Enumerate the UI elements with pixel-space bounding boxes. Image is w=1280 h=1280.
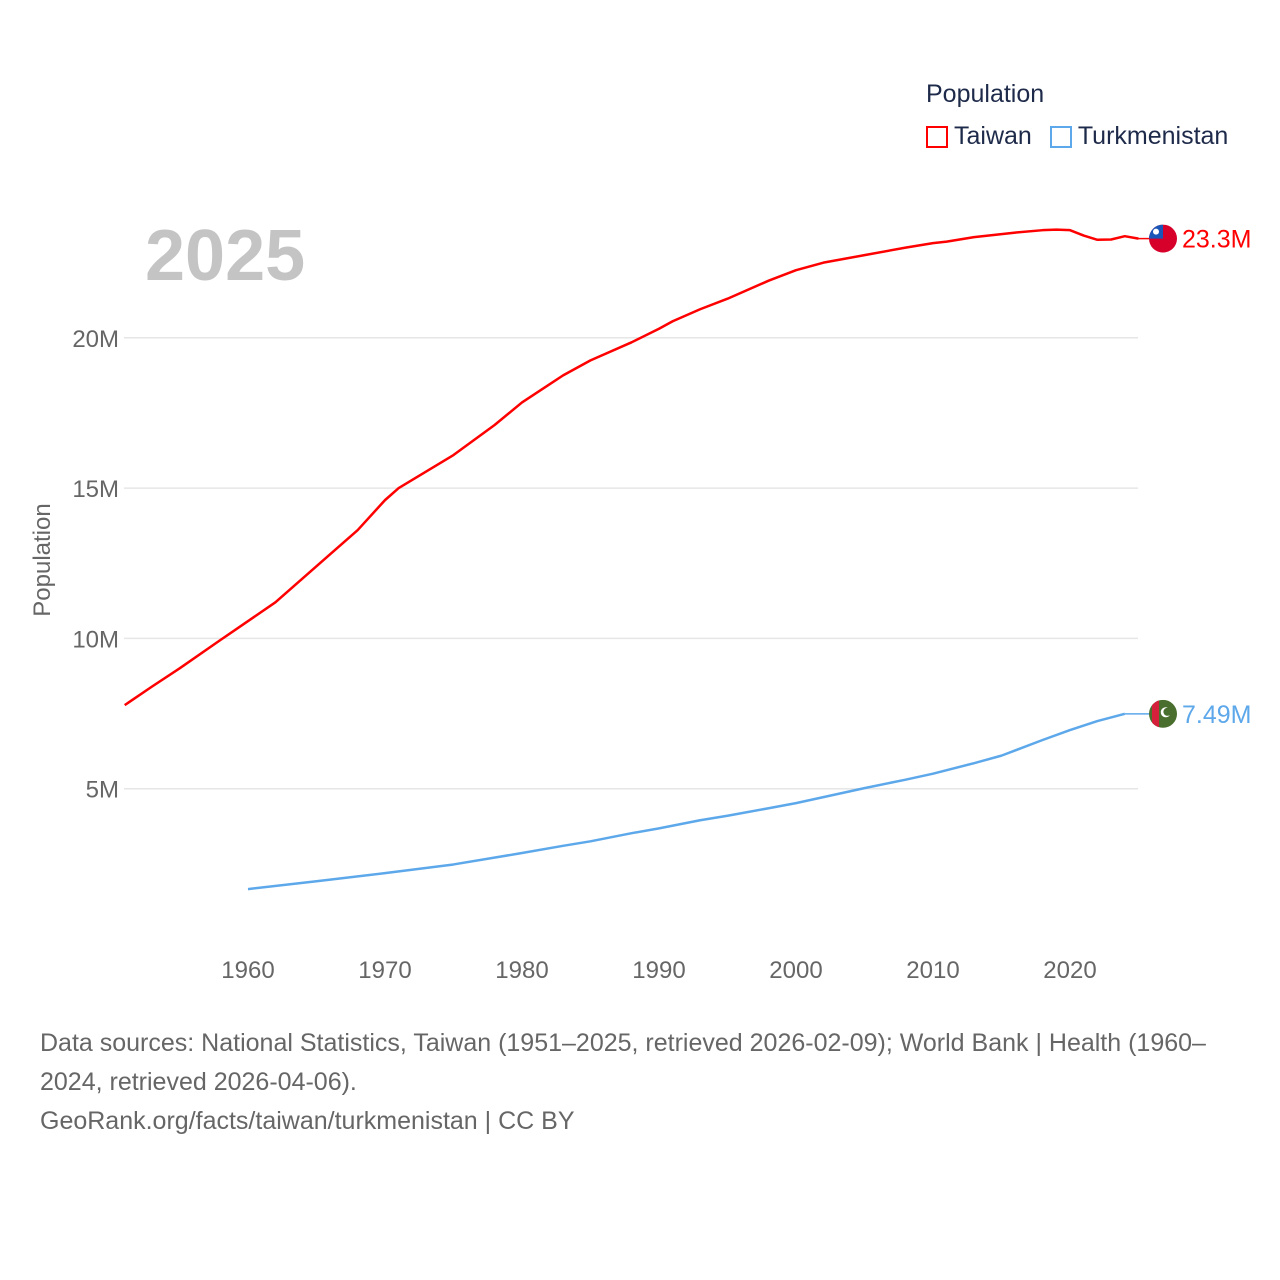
series-line-taiwan [123,228,1139,707]
end-value-label: 23.3M [1182,226,1251,254]
sources-text: Data sources: National Statistics, Taiwa… [40,1029,1206,1096]
series-line-turkmenistan [247,712,1126,891]
year-label: 2025 [145,216,305,296]
y-tick-label: 20M [72,326,119,353]
y-tick-label: 15M [72,476,119,503]
legend-title: Population [926,80,1045,108]
plot-area: 2025 Population 5M 10M 15M 20M 1960 1970 1980 1… [29,216,1251,984]
legend-item-turkmenistan[interactable]: Turkmenistan [1049,122,1229,151]
y-tick-label: 10M [72,626,119,653]
turkmenistan-flag-icon [1149,699,1177,728]
sources: Data sources: National Statistics, Taiwa… [40,1024,1250,1141]
x-tick-label: 1970 [358,957,411,984]
x-tick-label: 1990 [632,957,685,984]
legend-swatch-taiwan [926,125,948,148]
legend-label: Taiwan [954,122,1032,150]
legend-swatch-turkmenistan [1049,125,1072,148]
legend: Taiwan Turkmenistan [926,122,1228,151]
end-value-label: 7.49M [1182,701,1251,729]
x-tick-label: 2020 [1043,957,1096,984]
x-tick-label: 1960 [221,957,274,984]
x-tick-label: 2010 [906,957,959,984]
taiwan-flag-icon [1149,224,1177,253]
y-axis-label: Population [29,503,56,616]
x-tick-label: 2000 [769,957,822,984]
legend-item-taiwan[interactable]: Taiwan [926,122,1032,151]
x-tick-label: 1980 [495,957,548,984]
attribution-link[interactable]: GeoRank.org/facts/taiwan/turkmenistan | … [40,1107,575,1135]
y-tick-label: 5M [86,777,119,804]
legend-label: Turkmenistan [1077,122,1229,150]
